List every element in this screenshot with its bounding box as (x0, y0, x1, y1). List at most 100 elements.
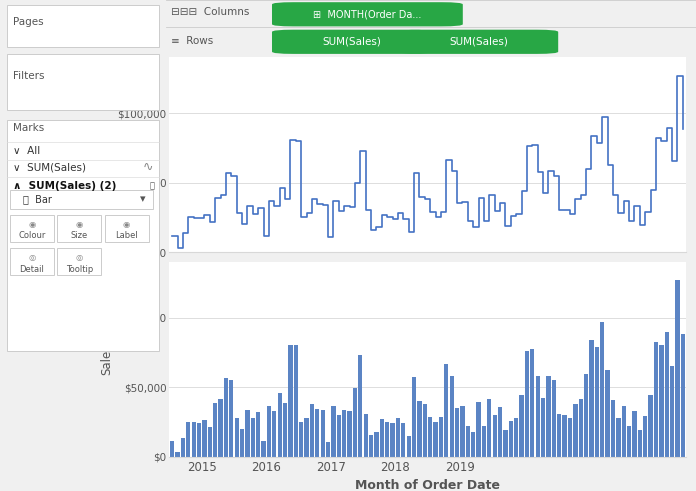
Bar (369, 435, 373, 457)
FancyBboxPatch shape (57, 248, 101, 275)
Bar (541, 398, 545, 457)
Bar (654, 342, 658, 457)
Bar (444, 364, 448, 457)
Bar (418, 401, 422, 457)
Bar (622, 406, 626, 457)
Bar (530, 350, 535, 457)
Text: Filters: Filters (13, 71, 45, 81)
Bar (493, 415, 497, 457)
Bar (643, 416, 647, 457)
Bar (385, 422, 389, 457)
Bar (659, 345, 663, 457)
Bar (438, 416, 443, 457)
Text: ◎: ◎ (29, 253, 35, 262)
Bar (616, 418, 621, 457)
Bar (519, 395, 524, 457)
Bar (509, 421, 513, 457)
Bar (207, 427, 212, 457)
Text: Tooltip: Tooltip (65, 265, 93, 273)
Bar (471, 432, 475, 457)
Bar (498, 408, 503, 457)
Bar (245, 410, 250, 457)
Bar (633, 411, 637, 457)
Bar (299, 422, 303, 457)
FancyBboxPatch shape (57, 215, 101, 242)
Text: ◉: ◉ (29, 219, 35, 228)
Bar (294, 345, 298, 457)
Text: ◉: ◉ (123, 219, 130, 228)
Bar (434, 422, 438, 457)
Bar (181, 437, 185, 457)
Bar (235, 418, 239, 457)
Bar (321, 410, 325, 457)
FancyBboxPatch shape (104, 215, 148, 242)
FancyBboxPatch shape (272, 29, 431, 54)
Text: ◎: ◎ (76, 253, 83, 262)
Bar (466, 426, 470, 457)
Bar (219, 399, 223, 457)
Bar (557, 414, 562, 457)
Bar (304, 418, 309, 457)
Bar (406, 436, 411, 457)
FancyBboxPatch shape (7, 5, 159, 47)
Bar (380, 419, 384, 457)
Bar (460, 406, 465, 457)
FancyBboxPatch shape (10, 190, 152, 209)
Bar (363, 414, 368, 457)
Bar (514, 418, 519, 457)
FancyBboxPatch shape (7, 54, 159, 110)
Bar (358, 355, 363, 457)
Bar (594, 348, 599, 457)
Bar (229, 380, 233, 457)
Text: Detail: Detail (19, 265, 45, 273)
Text: ∧  SUM(Sales) (2): ∧ SUM(Sales) (2) (13, 181, 117, 191)
Text: ◉: ◉ (76, 219, 83, 228)
Bar (342, 410, 347, 457)
Bar (390, 423, 395, 457)
Bar (224, 378, 228, 457)
Bar (256, 412, 260, 457)
Bar (665, 332, 669, 457)
Bar (191, 422, 196, 457)
Bar (536, 377, 540, 457)
Bar (278, 393, 282, 457)
Bar (574, 404, 578, 457)
Text: ∨  All: ∨ All (13, 146, 40, 156)
Bar (288, 345, 292, 457)
Bar (412, 377, 416, 457)
Bar (611, 400, 615, 457)
Bar (272, 410, 276, 457)
Bar (670, 366, 674, 457)
Bar (396, 418, 400, 457)
Bar (374, 432, 379, 457)
Text: SUM(Sales): SUM(Sales) (449, 37, 508, 47)
Bar (422, 404, 427, 457)
Bar (197, 423, 201, 457)
Bar (283, 404, 287, 457)
Bar (503, 430, 507, 457)
Bar (455, 408, 459, 457)
Text: ∨  SUM(Sales): ∨ SUM(Sales) (13, 163, 86, 173)
Text: SUM(Sales): SUM(Sales) (322, 37, 381, 47)
FancyBboxPatch shape (10, 215, 54, 242)
FancyBboxPatch shape (272, 2, 463, 27)
Text: Colour: Colour (18, 231, 46, 240)
Bar (477, 402, 481, 457)
Bar (568, 418, 572, 457)
Text: Label: Label (116, 231, 138, 240)
Bar (675, 280, 680, 457)
Bar (546, 376, 551, 457)
Text: ⊞  MONTH(Order Da...: ⊞ MONTH(Order Da... (313, 9, 422, 19)
Text: ≡  Rows: ≡ Rows (171, 36, 214, 46)
FancyBboxPatch shape (7, 120, 159, 351)
Bar (627, 426, 631, 457)
Bar (347, 411, 351, 457)
Y-axis label: Sales: Sales (100, 139, 113, 170)
Text: ⊟⊟⊟  Columns: ⊟⊟⊟ Columns (171, 7, 250, 17)
Bar (487, 399, 491, 457)
Text: ⬛  Bar: ⬛ Bar (23, 194, 52, 204)
Text: ⬛: ⬛ (150, 181, 155, 190)
Bar (170, 440, 174, 457)
Text: Pages: Pages (13, 17, 44, 27)
Bar (267, 406, 271, 457)
